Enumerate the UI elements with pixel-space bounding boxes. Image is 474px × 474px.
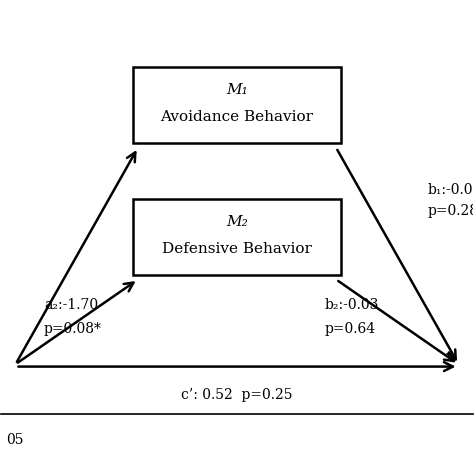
Text: a₂:-1.70: a₂:-1.70 (44, 298, 98, 312)
Text: p=0.28: p=0.28 (428, 204, 474, 218)
Text: 05: 05 (6, 433, 24, 447)
FancyBboxPatch shape (133, 199, 341, 275)
Text: M₂: M₂ (226, 215, 248, 229)
Text: Avoidance Behavior: Avoidance Behavior (161, 110, 313, 124)
Text: p=0.08*: p=0.08* (44, 322, 102, 336)
Text: Defensive Behavior: Defensive Behavior (162, 242, 312, 256)
Text: b₂:-0.03: b₂:-0.03 (324, 298, 379, 312)
Text: c’: 0.52  p=0.25: c’: 0.52 p=0.25 (181, 388, 293, 402)
FancyBboxPatch shape (133, 67, 341, 143)
Text: p=0.64: p=0.64 (324, 322, 375, 336)
Text: b₁:-0.03: b₁:-0.03 (428, 183, 474, 197)
Text: M₁: M₁ (226, 83, 248, 97)
